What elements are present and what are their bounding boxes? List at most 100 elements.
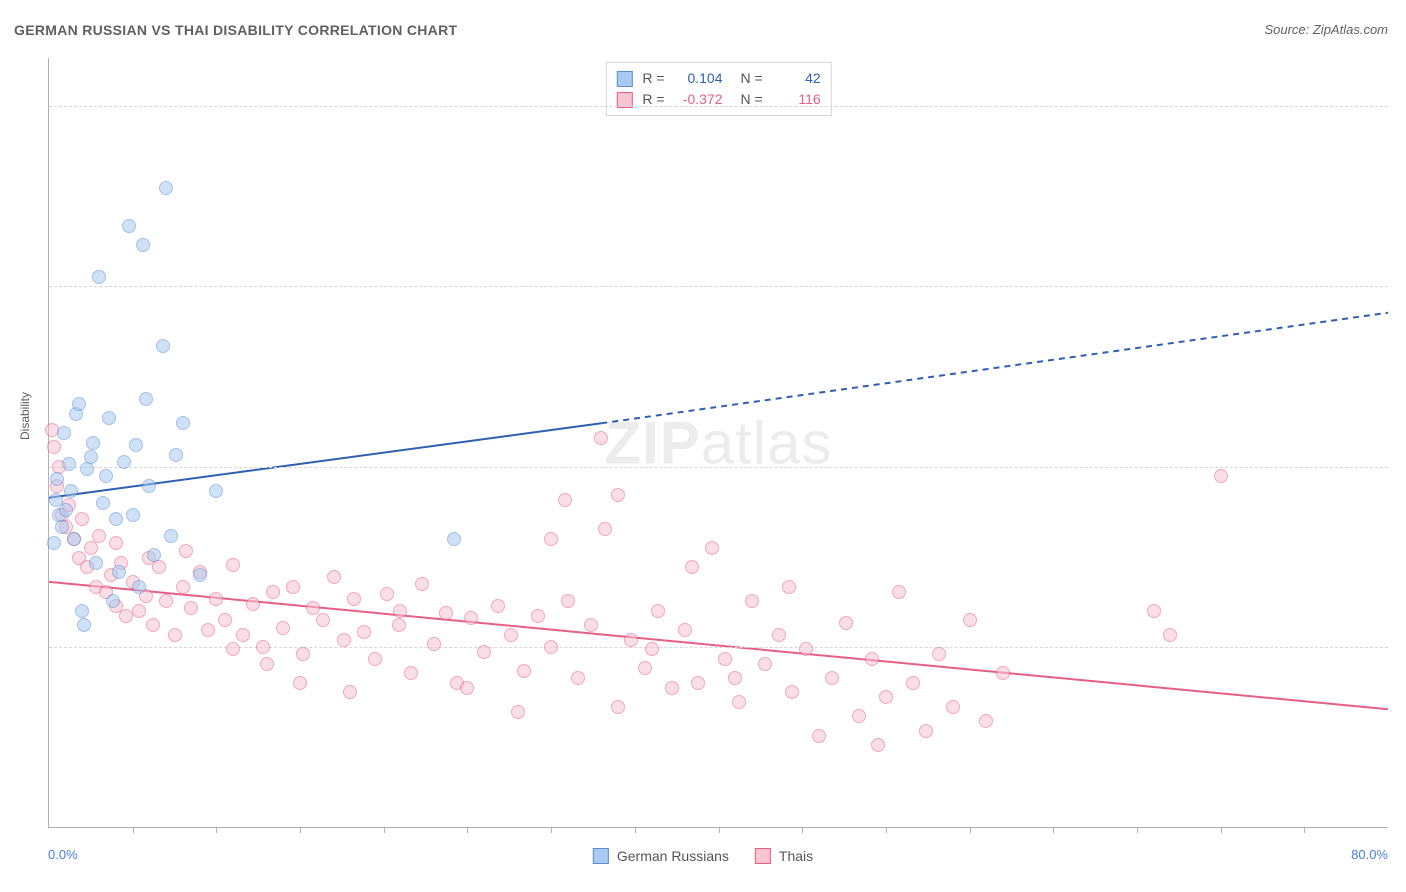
point-series2 (611, 488, 625, 502)
legend-row: R =0.104N =42 (616, 68, 820, 89)
point-series2 (919, 724, 933, 738)
point-series1 (77, 618, 91, 632)
correlation-legend: R =0.104N =42R =-0.372N =116 (605, 62, 831, 116)
point-series2 (393, 604, 407, 618)
x-tick-mark (802, 827, 803, 833)
gridline (49, 467, 1388, 468)
point-series2 (852, 709, 866, 723)
point-series1 (59, 503, 73, 517)
point-series2 (544, 640, 558, 654)
point-series2 (179, 544, 193, 558)
point-series2 (491, 599, 505, 613)
point-series1 (57, 426, 71, 440)
point-series1 (164, 529, 178, 543)
point-series1 (447, 532, 461, 546)
legend-n-label: N = (741, 68, 763, 89)
point-series2 (932, 647, 946, 661)
point-series1 (96, 496, 110, 510)
x-tick-origin: 0.0% (48, 847, 78, 862)
point-series1 (132, 580, 146, 594)
point-series2 (892, 585, 906, 599)
x-tick-mark (551, 827, 552, 833)
point-series2 (979, 714, 993, 728)
legend-r-value: 0.104 (675, 68, 723, 89)
point-series2 (276, 621, 290, 635)
point-series2 (732, 695, 746, 709)
point-series2 (584, 618, 598, 632)
point-series2 (236, 628, 250, 642)
point-series2 (772, 628, 786, 642)
point-series1 (136, 238, 150, 252)
legend-label: Thais (779, 848, 813, 864)
point-series2 (209, 592, 223, 606)
point-series2 (266, 585, 280, 599)
point-series1 (99, 469, 113, 483)
point-series2 (132, 604, 146, 618)
point-series1 (142, 479, 156, 493)
x-tick-mark (635, 827, 636, 833)
y-axis-label: Disability (18, 392, 32, 440)
point-series2 (404, 666, 418, 680)
point-series2 (226, 642, 240, 656)
point-series1 (156, 339, 170, 353)
point-series1 (193, 568, 207, 582)
point-series1 (50, 472, 64, 486)
point-series1 (47, 536, 61, 550)
point-series2 (624, 633, 638, 647)
x-tick-mark (300, 827, 301, 833)
point-series2 (306, 601, 320, 615)
x-tick-mark (216, 827, 217, 833)
point-series2 (571, 671, 585, 685)
point-series2 (705, 541, 719, 555)
gridline (49, 106, 1388, 107)
point-series2 (685, 560, 699, 574)
point-series2 (561, 594, 575, 608)
point-series2 (871, 738, 885, 752)
point-series2 (146, 618, 160, 632)
point-series1 (106, 594, 120, 608)
point-series2 (368, 652, 382, 666)
point-series2 (347, 592, 361, 606)
point-series2 (109, 536, 123, 550)
legend-swatch (755, 848, 771, 864)
point-series1 (176, 416, 190, 430)
point-series2 (427, 637, 441, 651)
point-series2 (343, 685, 357, 699)
point-series2 (296, 647, 310, 661)
x-tick-mark (1053, 827, 1054, 833)
point-series2 (84, 541, 98, 555)
point-series2 (337, 633, 351, 647)
point-series2 (996, 666, 1010, 680)
point-series2 (226, 558, 240, 572)
point-series2 (316, 613, 330, 627)
source-label: Source: ZipAtlas.com (1264, 22, 1388, 37)
legend-n-value: 42 (773, 68, 821, 89)
x-tick-mark (133, 827, 134, 833)
trend-line (49, 423, 601, 497)
point-series2 (638, 661, 652, 675)
point-series2 (218, 613, 232, 627)
point-series1 (112, 565, 126, 579)
point-series1 (102, 411, 116, 425)
point-series2 (504, 628, 518, 642)
point-series2 (728, 671, 742, 685)
legend-item: Thais (755, 848, 813, 864)
point-series2 (718, 652, 732, 666)
point-series2 (812, 729, 826, 743)
point-series2 (392, 618, 406, 632)
point-series2 (611, 700, 625, 714)
point-series2 (558, 493, 572, 507)
point-series1 (159, 181, 173, 195)
point-series2 (865, 652, 879, 666)
point-series2 (460, 681, 474, 695)
x-tick-mark (384, 827, 385, 833)
point-series2 (799, 642, 813, 656)
point-series1 (62, 457, 76, 471)
point-series2 (380, 587, 394, 601)
point-series1 (89, 556, 103, 570)
point-series2 (651, 604, 665, 618)
gridline (49, 647, 1388, 648)
point-series2 (415, 577, 429, 591)
point-series1 (109, 512, 123, 526)
x-tick-mark (1221, 827, 1222, 833)
